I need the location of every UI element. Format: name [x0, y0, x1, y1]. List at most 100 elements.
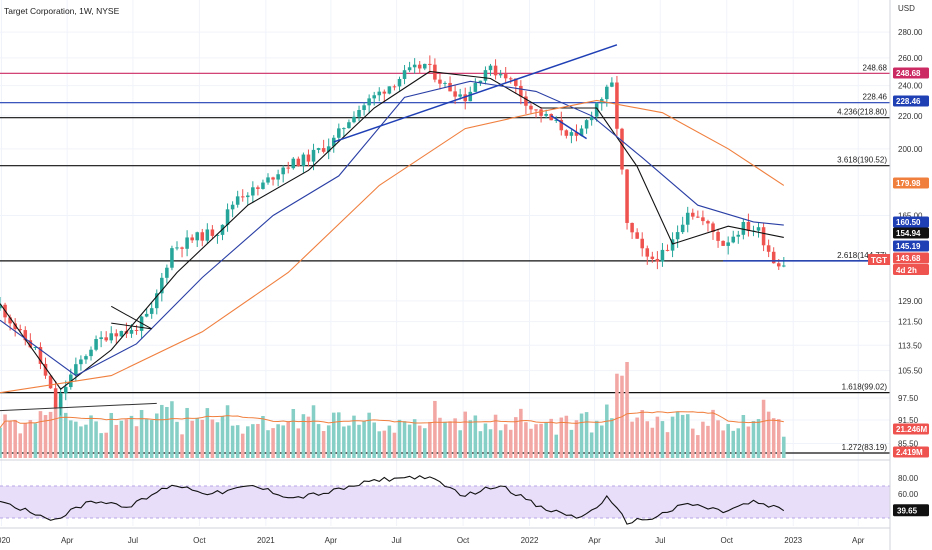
candle-body[interactable] [473, 83, 478, 92]
candle-body[interactable] [367, 98, 371, 106]
candle-body[interactable] [417, 64, 422, 69]
candle-body[interactable] [165, 267, 169, 278]
candle-body[interactable] [58, 393, 63, 408]
candle-body[interactable] [478, 80, 483, 84]
candle-body[interactable] [301, 154, 306, 166]
candle-body[interactable] [610, 82, 614, 87]
candle-body[interactable] [210, 229, 215, 236]
candle-body[interactable] [731, 236, 736, 243]
candle-body[interactable] [468, 91, 473, 102]
candle-body[interactable] [154, 293, 159, 309]
candle-body[interactable] [620, 128, 624, 170]
candle-body[interactable] [534, 109, 538, 111]
candle-body[interactable] [407, 67, 412, 71]
candle-body[interactable] [74, 364, 78, 375]
candle-body[interactable] [89, 349, 93, 357]
candle-body[interactable] [306, 154, 311, 162]
candle-body[interactable] [94, 339, 98, 350]
candle-body[interactable] [685, 212, 690, 225]
candle-body[interactable] [559, 119, 564, 131]
candle-body[interactable] [215, 234, 220, 236]
candle-body[interactable] [144, 313, 149, 317]
candle-body[interactable] [691, 212, 695, 217]
candle-body[interactable] [503, 74, 508, 79]
candle-body[interactable] [119, 330, 124, 337]
candle-body[interactable] [584, 120, 589, 129]
candle-body[interactable] [321, 148, 326, 152]
candle-body[interactable] [200, 232, 205, 241]
candle-body[interactable] [79, 359, 83, 365]
candle-body[interactable] [771, 251, 776, 264]
candle-body[interactable] [736, 234, 741, 237]
candle-body[interactable] [660, 249, 665, 262]
candle-body[interactable] [175, 247, 179, 249]
candle-body[interactable] [342, 128, 346, 130]
candle-body[interactable] [149, 308, 154, 314]
candle-body[interactable] [13, 323, 17, 330]
candle-body[interactable] [645, 248, 650, 257]
candle-body[interactable] [392, 86, 397, 88]
candle-body[interactable] [230, 204, 235, 210]
candle-body[interactable] [508, 78, 513, 80]
candle-body[interactable] [326, 146, 331, 152]
candle-body[interactable] [423, 63, 427, 69]
candle-body[interactable] [347, 122, 351, 129]
candle-body[interactable] [104, 337, 108, 341]
candle-body[interactable] [99, 337, 103, 340]
candle-body[interactable] [615, 82, 619, 129]
candle-body[interactable] [129, 329, 134, 334]
candle-body[interactable] [18, 329, 22, 331]
candle-body[interactable] [766, 245, 771, 252]
candle-body[interactable] [225, 209, 230, 225]
candle-body[interactable] [134, 329, 139, 331]
candle-body[interactable] [387, 86, 392, 94]
candle-body[interactable] [190, 237, 194, 241]
candle-body[interactable] [716, 231, 720, 241]
candle-body[interactable] [185, 237, 189, 249]
candle-body[interactable] [756, 227, 761, 231]
candle-body[interactable] [498, 74, 503, 76]
candle-body[interactable] [33, 346, 38, 348]
candle-body[interactable] [574, 132, 579, 136]
candle-body[interactable] [493, 65, 498, 76]
candle-body[interactable] [331, 137, 336, 147]
candle-body[interactable] [377, 91, 382, 96]
candle-body[interactable] [519, 85, 523, 97]
candle-body[interactable] [402, 70, 407, 79]
candle-body[interactable] [514, 78, 518, 86]
candle-body[interactable] [675, 232, 680, 240]
candle-body[interactable] [564, 130, 569, 136]
candle-body[interactable] [776, 263, 781, 267]
candle-body[interactable] [524, 96, 528, 106]
candle-body[interactable] [635, 232, 639, 239]
candle-body[interactable] [8, 317, 12, 324]
candle-body[interactable] [448, 82, 452, 92]
candle-body[interactable] [655, 258, 660, 262]
candle-body[interactable] [488, 65, 493, 71]
candle-body[interactable] [372, 95, 376, 99]
candle-body[interactable] [352, 116, 356, 123]
candle-body[interactable] [0, 304, 2, 309]
candle-body[interactable] [63, 387, 68, 394]
candle-body[interactable] [251, 187, 255, 196]
candle-body[interactable] [443, 82, 447, 84]
candle-body[interactable] [261, 182, 265, 189]
candle-body[interactable] [205, 229, 210, 241]
candle-body[interactable] [630, 222, 634, 233]
candle-body[interactable] [605, 86, 609, 100]
candle-body[interactable] [276, 174, 280, 180]
candle-body[interactable] [114, 333, 119, 337]
candle-body[interactable] [271, 177, 275, 180]
candle-body[interactable] [412, 64, 417, 68]
candle-body[interactable] [701, 217, 705, 222]
candle-body[interactable] [357, 110, 361, 117]
time-axis[interactable]: 2020 Apr Jul Oct 2021 Apr Jul Oct 2022 Apr Jul Oct 2… [0, 536, 865, 545]
candle-body[interactable] [721, 240, 725, 246]
candle-body[interactable] [109, 333, 114, 341]
candle-body[interactable] [170, 248, 174, 268]
candle-body[interactable] [382, 91, 387, 94]
candle-body[interactable] [569, 132, 574, 136]
candle-body[interactable] [665, 249, 670, 251]
candle-body[interactable] [337, 128, 341, 138]
